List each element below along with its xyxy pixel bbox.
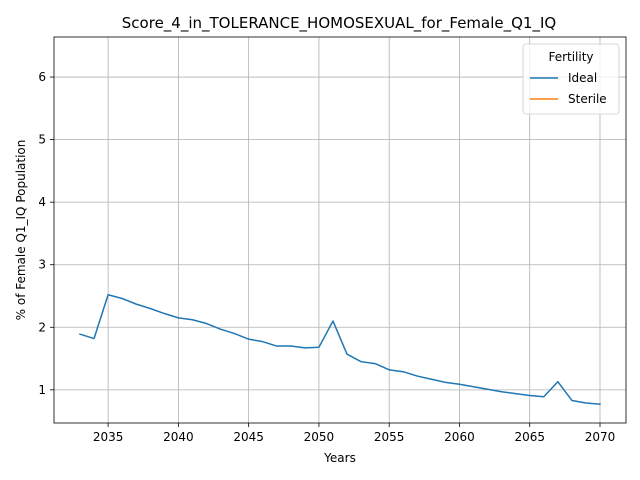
series-line-ideal [79, 294, 601, 406]
y-tick-label: 5 [38, 133, 46, 147]
x-tick-label: 2055 [374, 430, 405, 444]
x-axis-ticks: 2035 2040 2045 2050 2055 2060 2065 2070 [93, 423, 615, 444]
x-axis-label: Years [323, 451, 356, 465]
y-tick-label: 6 [38, 70, 46, 84]
x-tick-label: 2035 [93, 430, 124, 444]
y-axis-ticks: 1 2 3 4 5 6 [38, 70, 54, 397]
y-tick-label: 4 [38, 195, 46, 209]
y-tick-label: 1 [38, 383, 46, 397]
plot-frame [53, 36, 627, 424]
x-tick-label: 2050 [304, 430, 335, 444]
legend-label-ideal: Ideal [568, 71, 597, 85]
y-tick-label: 3 [38, 258, 46, 272]
series-layer [79, 294, 601, 406]
legend-box [522, 43, 620, 115]
x-tick-label: 2065 [514, 430, 545, 444]
legend-title: Fertility [548, 50, 593, 64]
y-axis-label: % of Female Q1_IQ Population [14, 140, 28, 321]
legend: Fertility Ideal Sterile [522, 43, 620, 115]
x-tick-label: 2070 [585, 430, 616, 444]
x-tick-label: 2045 [233, 430, 264, 444]
y-tick-label: 2 [38, 320, 46, 334]
chart-title: Score_4_in_TOLERANCE_HOMOSEXUAL_for_Fema… [122, 14, 556, 33]
x-tick-label: 2060 [444, 430, 475, 444]
x-tick-label: 2040 [163, 430, 194, 444]
legend-label-sterile: Sterile [568, 92, 607, 106]
